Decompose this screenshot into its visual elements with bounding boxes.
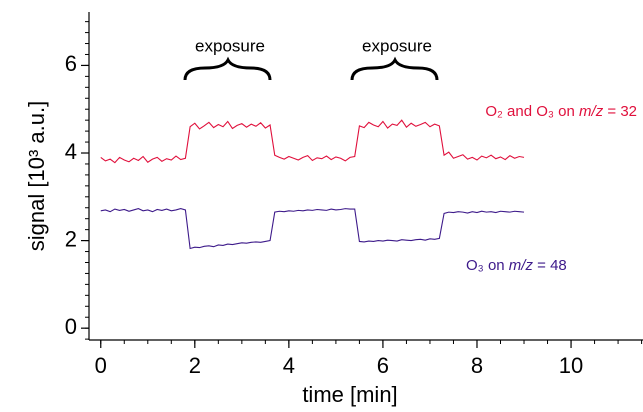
y-axis-label: signal [10³ a.u.] [24, 101, 49, 251]
y-tick-label: 6 [65, 51, 77, 76]
annotation: exposure [195, 36, 265, 55]
series-label: O₂ and O₃ on m/z = 32 [485, 103, 637, 120]
x-tick-label: 2 [189, 353, 201, 378]
x-tick-label: 8 [471, 353, 483, 378]
series-line [100, 119, 525, 164]
x-tick-label: 4 [283, 353, 295, 378]
brace [183, 56, 272, 81]
y-tick-label: 2 [65, 226, 77, 251]
x-axis-label: time [min] [302, 382, 397, 407]
series-label: O₃ on m/z = 48 [466, 257, 567, 274]
x-tick-label: 6 [377, 353, 389, 378]
y-tick-label: 4 [65, 139, 77, 164]
series-line [100, 208, 525, 250]
x-tick-label: 10 [559, 353, 583, 378]
brace [350, 56, 439, 81]
annotation: exposure [362, 36, 432, 55]
y-tick-label: 0 [65, 314, 77, 339]
x-tick-label: 0 [95, 353, 107, 378]
